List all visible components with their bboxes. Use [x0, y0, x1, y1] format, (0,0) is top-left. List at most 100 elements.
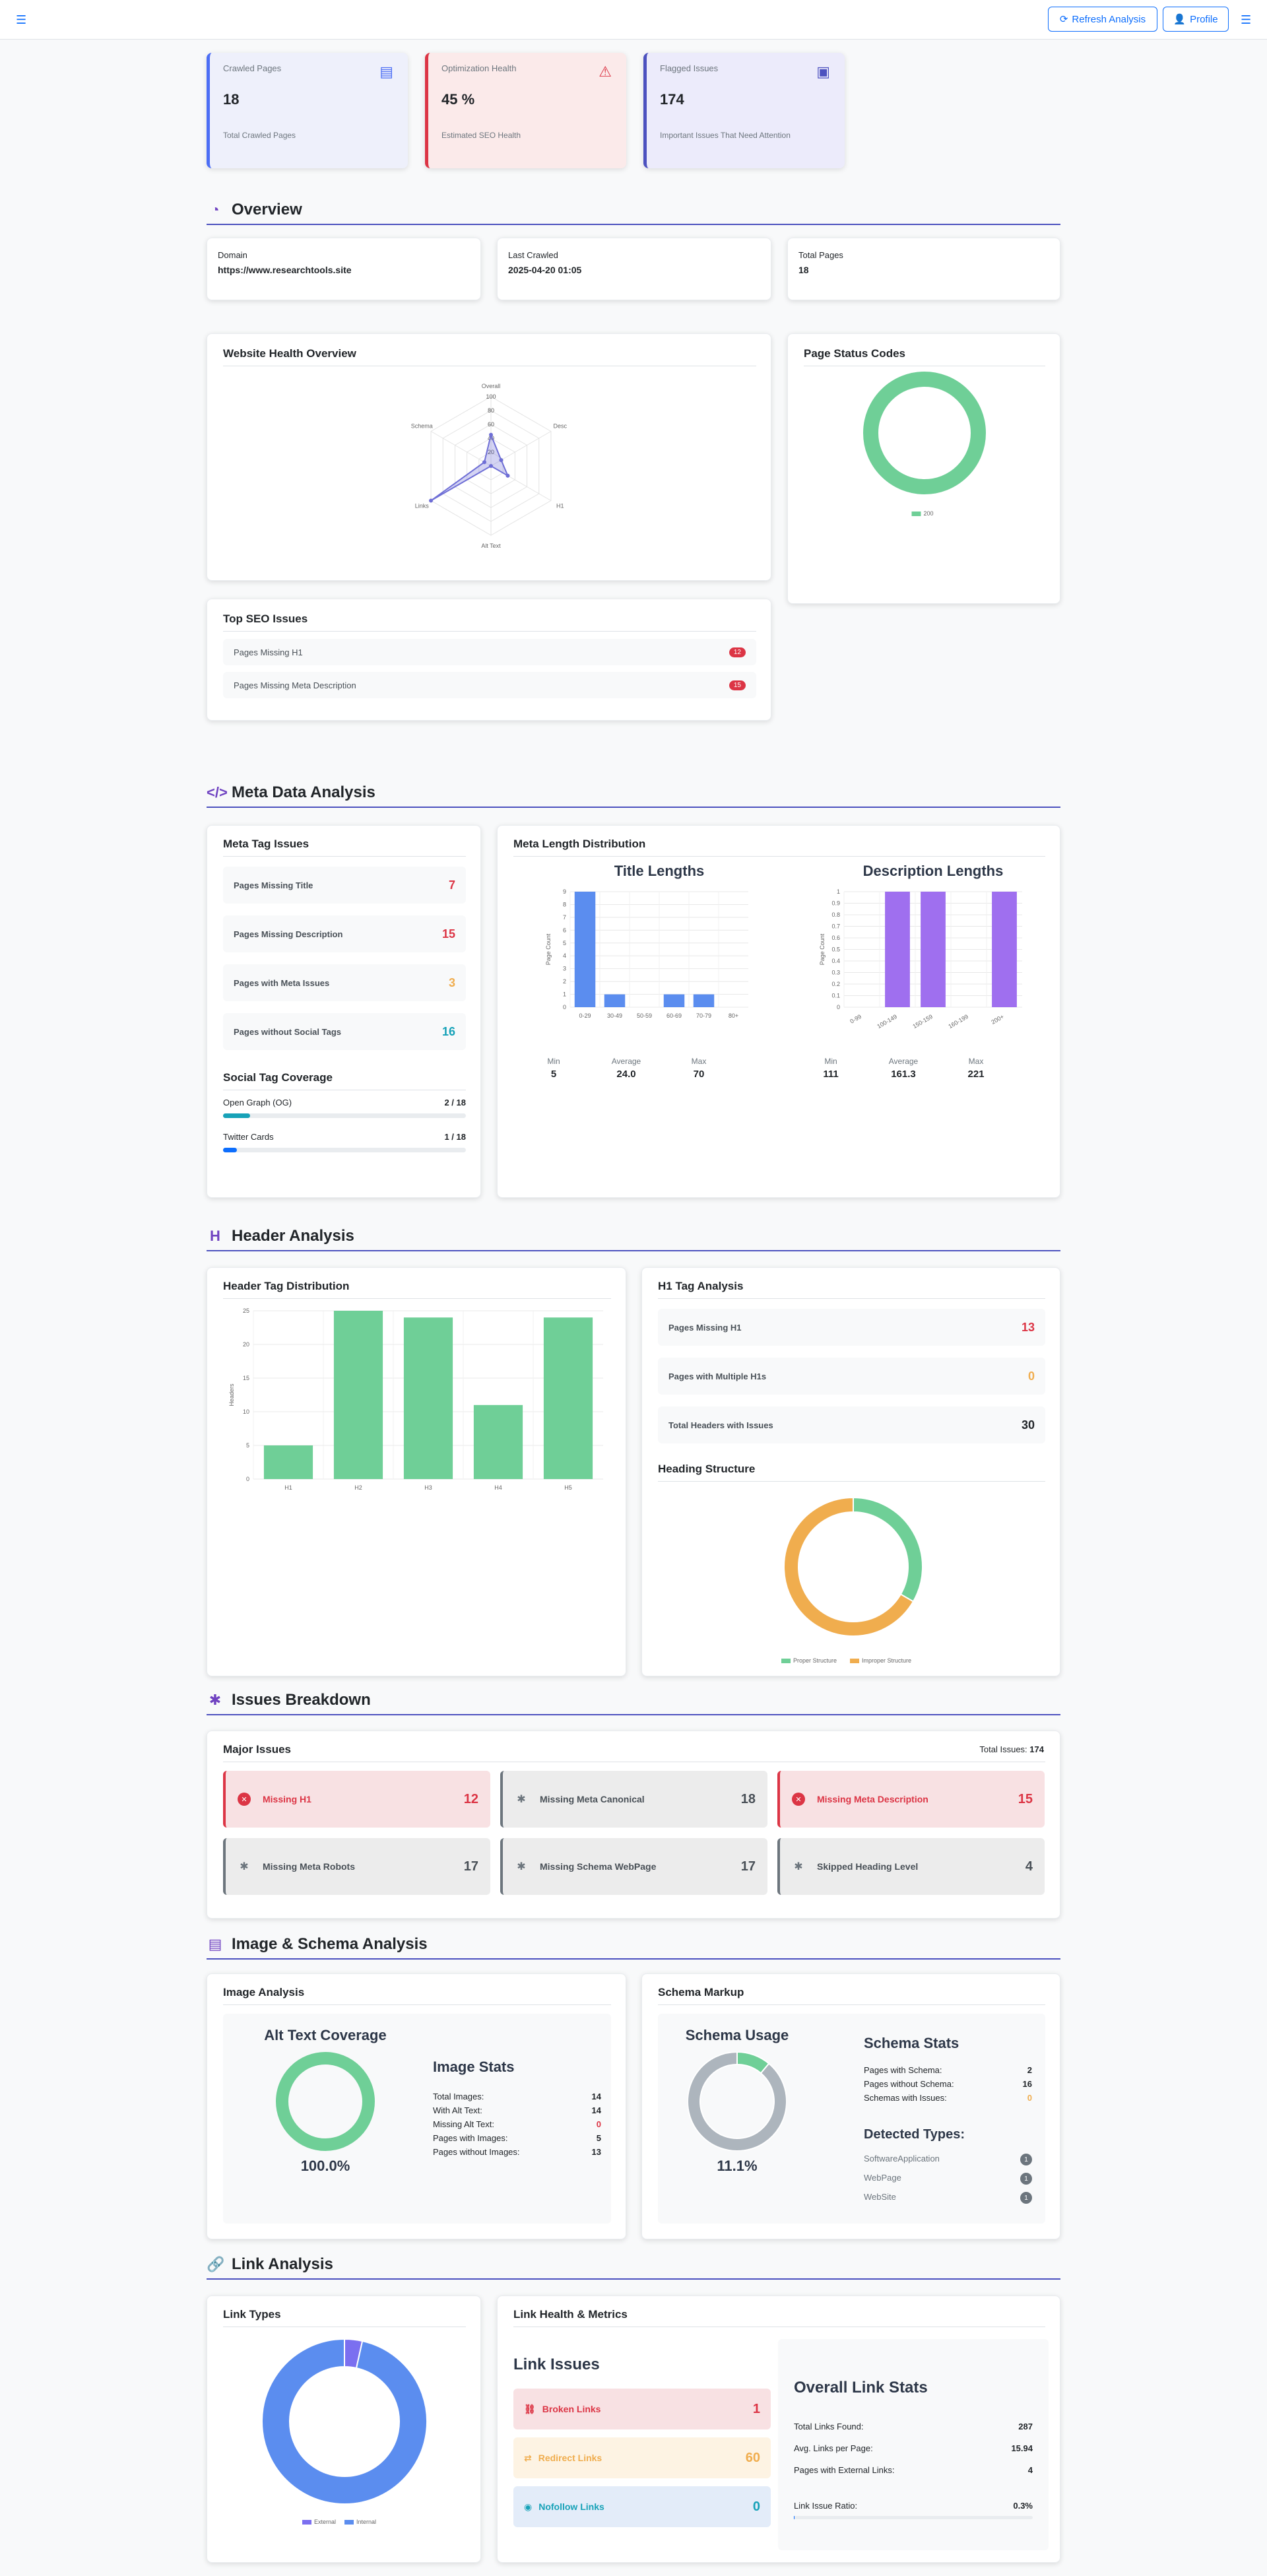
social-label: Twitter Cards	[223, 1132, 274, 1142]
detected-type-count: 1	[1020, 2173, 1032, 2185]
stat-value: 18	[223, 91, 240, 108]
x-tick-label: 0-99	[849, 1013, 862, 1025]
image-stat-row: Pages without Images: 13	[433, 2147, 601, 2157]
domain-card: Domain https://www.researchtools.site	[207, 238, 481, 300]
structure-title: Heading Structure	[658, 1463, 1045, 1482]
legend-swatch	[911, 512, 921, 516]
pages-value: 18	[798, 265, 809, 275]
radar-axis-label: Schema	[411, 423, 433, 430]
y-tick-label: 4	[563, 952, 566, 959]
x-tick-label: 60-69	[666, 1012, 682, 1019]
h1-analysis-row: Pages Missing H1 13	[658, 1309, 1045, 1346]
overall-stats-panel: Overall Link Stats Total Links Found: 287…	[778, 2339, 1049, 2550]
ratio-label: Link Issue Ratio:	[794, 2501, 858, 2511]
h1-analysis-row: Total Headers with Issues 30	[658, 1406, 1045, 1443]
legend-swatch	[302, 2520, 311, 2525]
y-tick-label: 8	[563, 901, 566, 908]
link-icon: 🔗	[207, 2256, 225, 2272]
x-tick-label: 70-79	[696, 1012, 711, 1019]
detected-type-count: 1	[1020, 2192, 1032, 2204]
issue-card[interactable]: ✱ Skipped Heading Level 4	[777, 1838, 1045, 1895]
radar-spoke	[430, 431, 492, 467]
issue-count: 17	[463, 1859, 478, 1874]
refresh-icon: ⟳	[1059, 14, 1068, 25]
image-stat-label: Missing Alt Text:	[433, 2119, 494, 2129]
file-icon: ▤	[208, 1936, 222, 1952]
bug-icon: ✱	[517, 1861, 526, 1872]
schema-markup-card: Schema Markup Schema Usage 11.1% Schema …	[641, 1973, 1060, 2239]
legend-swatch	[344, 2520, 354, 2525]
length-stat-value: 111	[823, 1069, 839, 1080]
x-tick-label: 80+	[729, 1012, 738, 1019]
link-issue-row[interactable]: ◉ Nofollow Links 0	[513, 2486, 771, 2527]
card-title: Link Types	[223, 2308, 466, 2327]
legend-swatch	[850, 1659, 859, 1663]
image-stat-label: With Alt Text:	[433, 2105, 482, 2115]
h1-row-count: 0	[1027, 1369, 1035, 1383]
refresh-analysis-button[interactable]: ⟳ Refresh Analysis	[1048, 7, 1157, 32]
radar-point	[429, 498, 434, 503]
total-pages-card: Total Pages 18	[787, 238, 1060, 300]
donut-slice	[688, 2052, 787, 2151]
social-progress-track	[223, 1148, 466, 1152]
issue-count: 4	[1025, 1859, 1033, 1874]
issue-card[interactable]: ✕ Missing Meta Description 15	[777, 1771, 1045, 1828]
issue-card[interactable]: ✱ Missing Meta Canonical 18	[500, 1771, 767, 1828]
length-stat-label: Min	[824, 1057, 837, 1066]
profile-button[interactable]: 👤 Profile	[1163, 7, 1229, 32]
length-stat-label: Max	[968, 1057, 984, 1066]
issue-label: Pages Missing Meta Description	[234, 680, 356, 690]
bug-icon: ✱	[209, 1692, 222, 1708]
issue-card[interactable]: ✕ Missing H1 12	[223, 1771, 490, 1828]
total-label: Total Issues:	[979, 1744, 1027, 1754]
issue-card[interactable]: ✱ Missing Meta Robots 17	[223, 1838, 490, 1895]
y-tick-label: 0.7	[831, 923, 840, 930]
link-issue-label: Nofollow Links	[538, 2501, 604, 2512]
top-navbar: ☰ ⟳ Refresh Analysis 👤 Profile ☰	[0, 0, 1267, 40]
link-issue-count: 60	[745, 2450, 760, 2465]
top-issue-row: Pages Missing H1 12	[223, 639, 756, 665]
y-tick-label: 0.3	[831, 970, 840, 976]
radar-point	[489, 432, 493, 437]
usage-percentage: 11.1%	[717, 2158, 758, 2174]
stat-sub: Estimated SEO Health	[441, 131, 521, 140]
social-label: Open Graph (OG)	[223, 1098, 292, 1107]
sidebar-toggle-icon[interactable]: ☰	[16, 13, 27, 26]
issue-count: 17	[740, 1859, 756, 1874]
x-tick-label: H1	[284, 1484, 292, 1491]
card-title: Header Tag Distribution	[223, 1280, 611, 1299]
radar-point	[499, 458, 504, 463]
section-meta-data: </> Meta Data Analysis	[207, 779, 1060, 808]
redirect-icon: ⇄	[524, 2452, 532, 2463]
y-tick-label: 5	[563, 940, 566, 946]
section-link-analysis: 🔗 Link Analysis	[207, 2251, 1060, 2280]
total-issues: Total Issues: 174	[979, 1744, 1044, 1754]
bar	[921, 892, 946, 1007]
issue-card[interactable]: ✱ Missing Schema WebPage 17	[500, 1838, 767, 1895]
y-tick-label: 20	[243, 1341, 249, 1348]
card-title: Top SEO Issues	[223, 612, 756, 632]
stat-label: Crawled Pages	[223, 63, 282, 73]
card-title: Website Health Overview	[223, 347, 756, 366]
section-image-schema: ▤ Image & Schema Analysis	[207, 1931, 1060, 1960]
stat-label: Flagged Issues	[660, 63, 719, 73]
y-tick-label: 3	[563, 966, 566, 972]
meta-issue-label: Pages Missing Description	[234, 929, 343, 939]
social-progress-track	[223, 1113, 466, 1118]
meta-length-card: Meta Length Distribution Title Lengths 0 1…	[497, 825, 1060, 1198]
x-tick-label: 200+	[990, 1013, 1005, 1026]
bar	[263, 1445, 313, 1479]
image-stat-value: 14	[591, 2092, 601, 2101]
link-issue-label: Redirect Links	[538, 2453, 602, 2463]
link-issue-row[interactable]: ⛓ Broken Links 1	[513, 2389, 771, 2429]
link-issue-row[interactable]: ⇄ Redirect Links 60	[513, 2437, 771, 2478]
donut-slice	[276, 2052, 375, 2151]
bar	[663, 994, 685, 1007]
header-distribution-card: Header Tag Distribution 0 5 10 15 20 25 Header…	[207, 1267, 626, 1676]
chart-title: Description Lengths	[863, 865, 1004, 879]
bar	[885, 892, 910, 1007]
menu-icon[interactable]: ☰	[1241, 13, 1252, 26]
social-value: 2 / 18	[444, 1098, 466, 1107]
meta-issue-row: Pages Missing Description 15	[223, 915, 466, 952]
heading-icon: H	[210, 1228, 220, 1244]
